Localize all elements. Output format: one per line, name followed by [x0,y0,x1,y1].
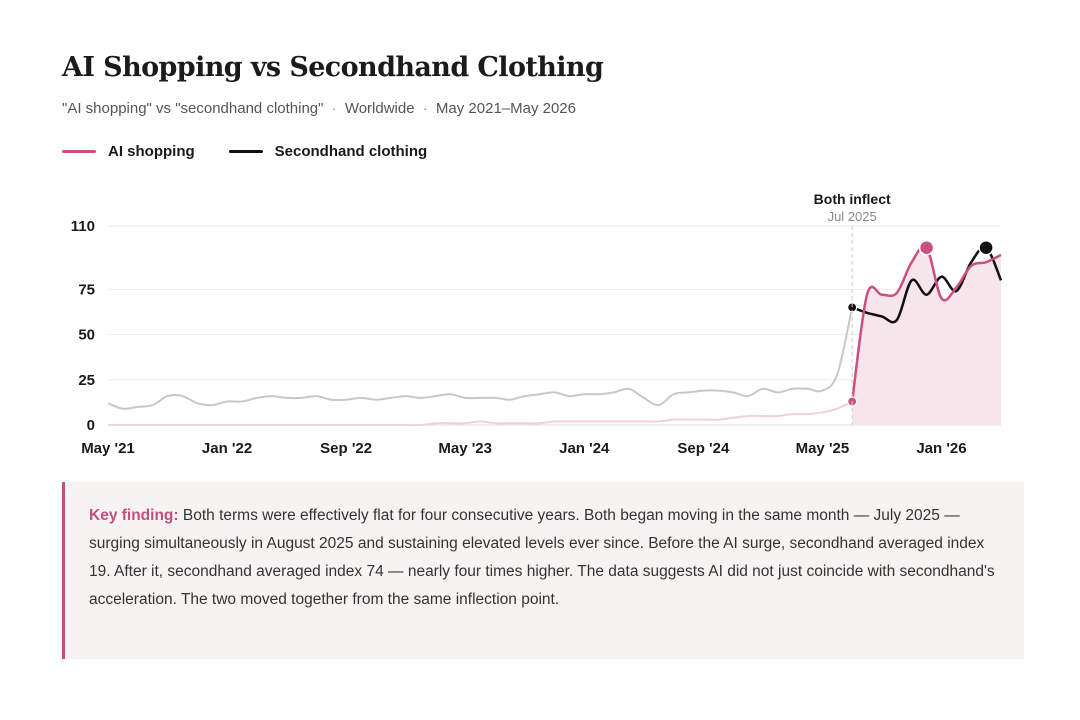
ai-area-fill [852,246,1001,425]
legend-item-ai: AI shopping [62,143,195,160]
x-tick-label-2025-05: May '25 [796,440,850,457]
annotation-title: Both inflect [814,191,891,207]
axis-labels: 0 25 50 75 110 May '21 Jan '22 Sep '22 May '23 Ja… [71,218,967,457]
subtitle-separator: · [422,100,428,117]
highlight-points [847,239,994,407]
key-finding-label: Key finding: [89,507,179,524]
subtitle-separator: · [331,100,337,117]
legend-label-ai: AI shopping [108,143,195,160]
secondhand-peak-point [978,239,994,256]
chart-title: AI Shopping vs Secondhand Clothing [62,52,604,83]
line-chart: 0 25 50 75 110 May '21 Jan '22 Sep '22 May '23 Ja… [71,191,1003,457]
key-finding-text: Key finding: Both terms were effectively… [89,502,1000,614]
x-tick-label-2022-09: Sep '22 [320,440,372,457]
legend-item-secondhand: Secondhand clothing [228,143,428,160]
key-finding-body: Both terms were effectively flat for fou… [89,507,995,608]
inflection-annotation: Both inflect Jul 2025 [814,191,891,425]
x-tick-label-2024-01: Jan '24 [559,440,610,457]
chart-subtitle: "AI shopping" vs "secondhand clothing" ·… [62,100,576,117]
area-layer [852,246,1001,425]
x-tick-label-2021-05: May '21 [81,440,135,457]
x-tick-label-2026-01: Jan '26 [916,440,966,457]
key-finding-box: Key finding: Both terms were effectively… [62,482,1024,659]
y-tick-label-0: 0 [87,417,95,434]
subtitle-region: Worldwide [344,100,415,117]
ai-peak-point [918,239,935,256]
ai-line-pre-surge [108,400,853,427]
chart-legend: AI shopping Secondhand clothing [62,143,461,160]
y-tick-label-110: 110 [71,218,95,235]
secondhand-line [851,245,1003,324]
legend-swatch-secondhand [228,150,263,153]
legend-label-secondhand: Secondhand clothing [274,143,428,160]
subtitle-terms: "AI shopping" vs "secondhand clothing" [62,100,324,117]
y-tick-label-75: 75 [78,281,95,298]
subtitle-range: May 2021–May 2026 [435,100,576,117]
x-tick-label-2024-09: Sep '24 [677,440,730,457]
x-tick-label-2023-05: May '23 [438,440,492,457]
legend-swatch-ai [62,150,96,153]
annotation-date: Jul 2025 [828,209,877,224]
x-tick-label-2022-01: Jan '22 [202,440,252,457]
y-tick-label-50: 50 [78,327,95,344]
secondhand-line-pre-surge [107,307,854,410]
y-tick-label-25: 25 [78,372,95,389]
